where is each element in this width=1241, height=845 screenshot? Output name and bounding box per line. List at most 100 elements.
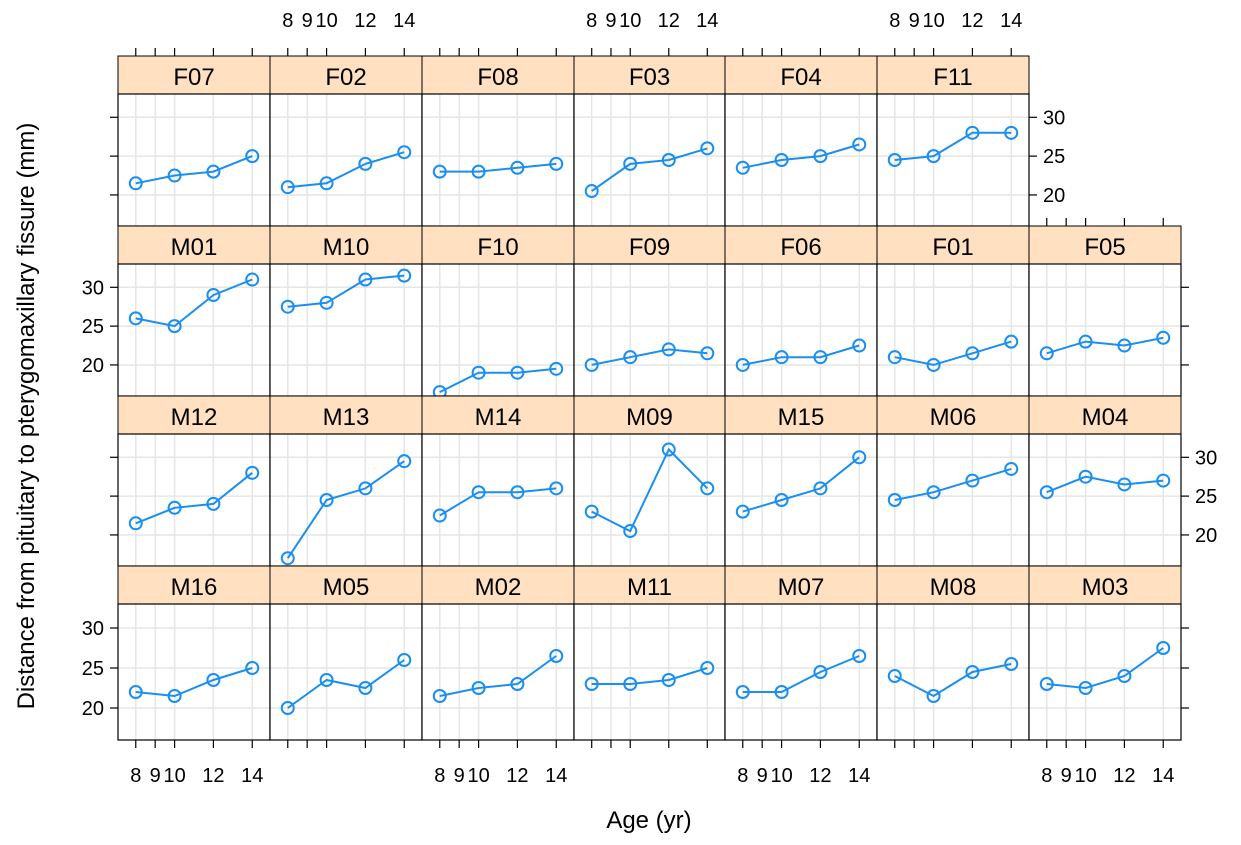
panel-strip <box>724 55 878 95</box>
panel-label: M14 <box>475 404 522 431</box>
data-point <box>471 365 486 380</box>
panel-strip <box>876 225 1030 265</box>
panel-plot-area <box>574 604 725 740</box>
data-point <box>319 493 334 507</box>
panel-plot-area <box>270 604 422 740</box>
panel-plot-area <box>422 264 574 396</box>
panel-label: F10 <box>477 234 518 261</box>
x-tick-label: 14 <box>1152 765 1174 787</box>
data-point <box>280 180 295 195</box>
x-tick-label: 10 <box>163 765 185 787</box>
panel-plot-area <box>1029 434 1181 566</box>
x-tick-label: 14 <box>393 10 415 32</box>
data-point <box>661 673 676 687</box>
panel-label: M10 <box>323 234 370 261</box>
data-point <box>549 361 564 376</box>
panel-m16: M16 <box>117 565 271 741</box>
data-point <box>1117 477 1132 492</box>
series-line <box>1046 336 1164 355</box>
panel-frame <box>1028 603 1182 741</box>
y-tick-label: 20 <box>82 355 104 377</box>
data-point <box>549 481 564 496</box>
panel-f09: F09 <box>573 225 726 397</box>
panel-plot-area <box>574 264 725 396</box>
panel-plot-area <box>725 604 877 740</box>
data-point <box>167 168 182 183</box>
data-point <box>926 485 941 500</box>
x-tick-label: 8 <box>889 10 900 32</box>
panel-strip <box>1028 395 1182 435</box>
data-point <box>661 342 676 357</box>
x-tick-label: 10 <box>467 765 489 787</box>
series-line <box>135 278 253 328</box>
data-point <box>397 653 412 667</box>
panel-f03: F03 <box>573 55 726 227</box>
data-point <box>510 677 525 691</box>
series-line <box>439 487 557 517</box>
data-point <box>319 295 334 310</box>
series-line <box>742 456 860 513</box>
panel-label: M05 <box>323 574 370 601</box>
data-point <box>852 338 867 353</box>
panel-label: M01 <box>171 234 218 261</box>
panel-label: F01 <box>932 234 973 261</box>
data-point <box>1117 669 1132 683</box>
x-tick-label: 10 <box>315 10 337 32</box>
panel-f02: F02 <box>269 55 423 227</box>
data-point <box>358 481 373 496</box>
panel-plot-area <box>574 434 725 566</box>
x-tick-label: 14 <box>241 765 263 787</box>
y-tick-label: 25 <box>82 316 104 338</box>
data-point <box>774 153 789 167</box>
data-point <box>1039 485 1054 500</box>
series-line <box>1046 647 1164 690</box>
series-line <box>591 348 708 366</box>
data-point <box>1039 346 1054 361</box>
panel-f06: F06 <box>724 225 878 397</box>
x-tick-label: 14 <box>848 765 870 787</box>
data-point <box>245 149 260 164</box>
data-point <box>774 685 789 699</box>
data-point <box>887 493 902 507</box>
panel-strip <box>269 225 423 265</box>
y-tick-label: 30 <box>82 618 104 640</box>
panel-label: M15 <box>778 404 825 431</box>
data-point <box>700 141 715 156</box>
panel-plot-area <box>877 264 1029 396</box>
data-point <box>813 149 828 164</box>
panel-m11: M11 <box>573 565 726 741</box>
panel-strip <box>876 55 1030 95</box>
data-point <box>623 156 638 171</box>
y-tick-label: 30 <box>82 277 104 299</box>
y-axis-label: Distance from pituitary to pterygomaxill… <box>13 123 40 710</box>
data-point <box>471 164 486 179</box>
data-point <box>206 496 221 511</box>
x-tick-label: 8 <box>737 765 748 787</box>
series-line <box>591 447 709 533</box>
panel-m02: M02 <box>421 565 575 741</box>
series-line <box>742 655 860 693</box>
panel-m13: M13 <box>269 395 423 567</box>
x-tick-label: 10 <box>1074 765 1096 787</box>
data-point <box>852 649 867 663</box>
x-tick-label: 12 <box>202 765 224 787</box>
x-tick-label: 9 <box>454 765 465 787</box>
data-point <box>167 319 182 334</box>
panel-m15: M15 <box>724 395 878 567</box>
data-point <box>965 473 980 488</box>
panel-f04: F04 <box>724 55 878 227</box>
series-line <box>742 143 860 169</box>
panel-m01: M01 <box>117 225 271 397</box>
panel-label: M07 <box>778 574 825 601</box>
data-point <box>813 350 828 365</box>
series-line <box>894 340 1012 366</box>
y-tick-label: 30 <box>1043 107 1065 129</box>
data-point <box>852 137 867 152</box>
data-point <box>510 365 525 380</box>
panel-plot-area <box>1029 264 1181 396</box>
series-line <box>287 274 405 308</box>
panel-m05: M05 <box>269 565 423 741</box>
data-point <box>623 677 638 691</box>
data-point <box>700 661 715 675</box>
data-point <box>700 481 715 496</box>
